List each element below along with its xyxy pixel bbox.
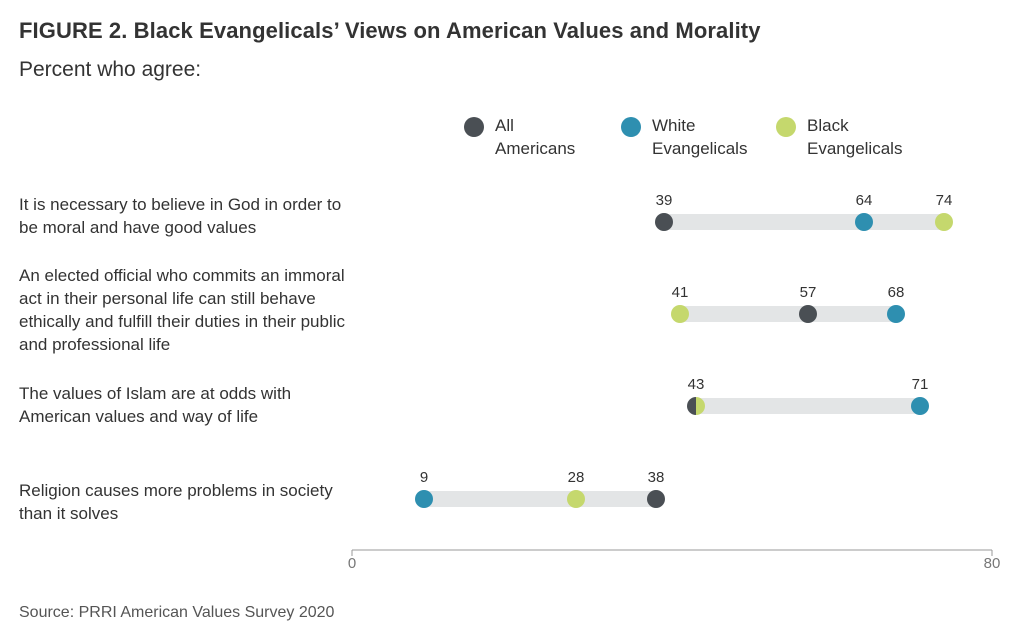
data-point-all-americans: [655, 213, 673, 231]
legend-item-black-evangelicals: Black Evangelicals: [776, 114, 917, 160]
source-note: Source: PRRI American Values Survey 2020: [19, 604, 335, 621]
data-label: 39: [656, 192, 673, 209]
legend-swatch-white-evangelicals: [621, 117, 641, 137]
data-label: 68: [888, 284, 905, 301]
data-point-all-americans: [647, 490, 665, 508]
legend-label: Black Evangelicals: [807, 116, 903, 158]
row-label: Religion causes more problems in society…: [19, 481, 333, 523]
legend-item-all-americans: All Americans: [464, 114, 595, 160]
row-label: It is necessary to believe in God in ord…: [19, 195, 342, 237]
data-point-black-evangelicals: [935, 213, 953, 231]
legend-swatch-all-americans: [464, 117, 484, 137]
data-label: 41: [672, 284, 689, 301]
data-point-black-evangelicals: [696, 397, 705, 415]
legend-label: All Americans: [495, 116, 576, 158]
data-point-all-americans: [687, 397, 696, 415]
data-label: 9: [420, 469, 428, 486]
data-label: 43: [688, 376, 705, 393]
legend-swatch-black-evangelicals: [776, 117, 796, 137]
range-bar: [664, 214, 944, 230]
chart-subtitle: Percent who agree:: [19, 58, 202, 81]
data-point-white-evangelicals: [415, 490, 433, 508]
data-label: 38: [648, 469, 665, 486]
data-label: 64: [856, 192, 873, 209]
data-label: 28: [568, 469, 585, 486]
chart-title: FIGURE 2. Black Evangelicals’ Views on A…: [19, 18, 761, 43]
range-bar: [424, 491, 656, 507]
chart-legend: All Americans White Evangelicals Black E…: [0, 114, 1024, 164]
data-label: 74: [936, 192, 953, 209]
data-label: 71: [912, 376, 929, 393]
x-tick-label: 80: [984, 555, 1001, 572]
data-point-white-evangelicals: [887, 305, 905, 323]
data-point-black-evangelicals: [567, 490, 585, 508]
data-label: 57: [800, 284, 817, 301]
range-bar: [680, 306, 896, 322]
range-bar: [696, 398, 920, 414]
row-label: An elected official who commits an immor…: [19, 266, 346, 354]
data-point-white-evangelicals: [855, 213, 873, 231]
data-point-black-evangelicals: [671, 305, 689, 323]
data-point-white-evangelicals: [911, 397, 929, 415]
legend-label: White Evangelicals: [652, 116, 748, 158]
x-tick-label: 0: [348, 555, 356, 572]
row-label: The values of Islam are at odds with Ame…: [19, 384, 292, 426]
legend-item-white-evangelicals: White Evangelicals: [621, 114, 762, 160]
data-point-all-americans: [799, 305, 817, 323]
